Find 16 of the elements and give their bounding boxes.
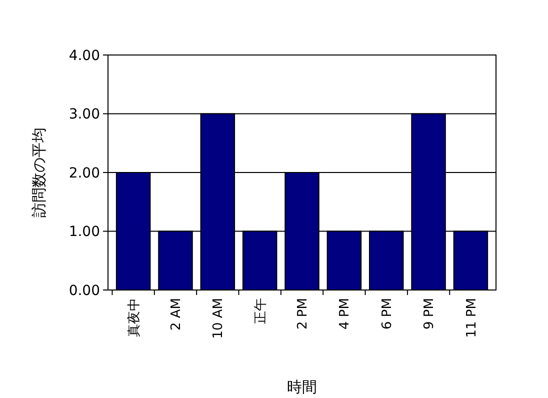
y-tick-label: 2.00 — [68, 165, 100, 182]
x-tick-label: 4 PM — [338, 298, 353, 330]
x-tick-label: 2 PM — [296, 298, 311, 330]
x-tick-label: 9 PM — [422, 298, 438, 330]
x-tick-label: 10 AM — [211, 298, 226, 339]
x-axis-title: 時間 — [287, 378, 317, 396]
x-tick-label: 11 PM — [464, 298, 480, 338]
x-tick-label: 6 PM — [380, 298, 395, 330]
y-tick-label: 0.00 — [68, 282, 100, 299]
x-tick-label: 真夜中 — [126, 298, 142, 337]
y-tick-label: 4.00 — [68, 48, 100, 64]
x-tick-label: 2 AM — [169, 298, 184, 331]
y-axis-title: 訪問数の平均 — [30, 128, 48, 218]
y-tick-label: 1.00 — [68, 224, 100, 240]
x-tick-label: 正午 — [253, 298, 268, 324]
y-tick-label: 3.00 — [68, 106, 100, 123]
